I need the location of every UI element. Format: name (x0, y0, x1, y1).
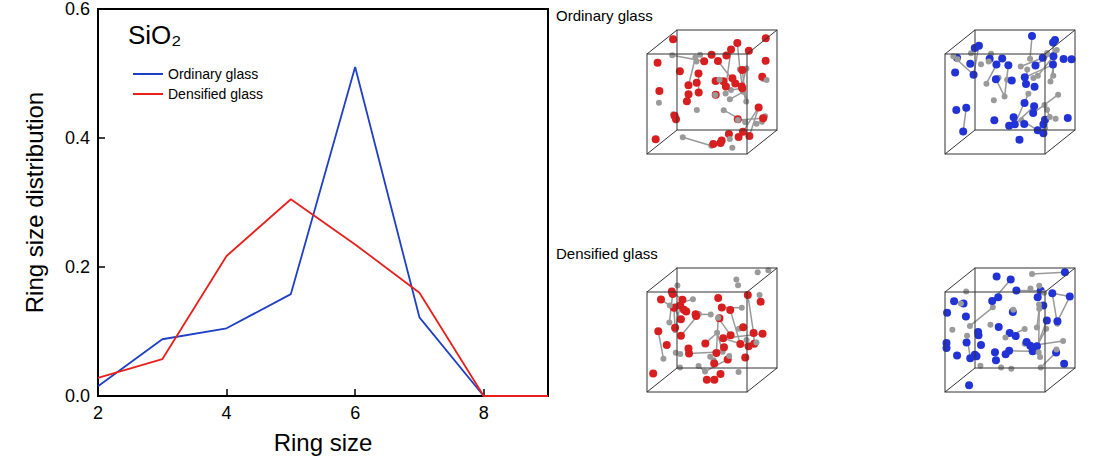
svg-text:4: 4 (222, 403, 232, 423)
svg-text:Ring size distribution: Ring size distribution (21, 92, 48, 313)
svg-text:Ring size: Ring size (274, 429, 373, 456)
svg-text:2: 2 (93, 403, 103, 423)
svg-text:6: 6 (350, 403, 360, 423)
svg-text:Ordinary glass: Ordinary glass (556, 7, 653, 24)
svg-text:Densified glass: Densified glass (168, 86, 263, 102)
svg-text:SiO₂: SiO₂ (128, 20, 181, 50)
svg-text:0.2: 0.2 (65, 257, 90, 277)
svg-text:0.0: 0.0 (65, 386, 90, 406)
svg-text:Ordinary glass: Ordinary glass (168, 66, 258, 82)
svg-text:Densified glass: Densified glass (556, 245, 658, 262)
svg-text:0.6: 0.6 (65, 0, 90, 19)
svg-text:0.4: 0.4 (65, 128, 90, 148)
svg-text:8: 8 (479, 403, 489, 423)
